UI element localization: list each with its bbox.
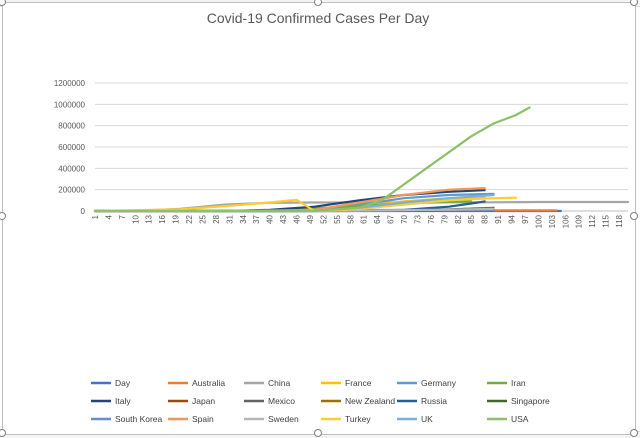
x-tick-label: 79 — [440, 214, 449, 223]
y-tick-label: 1000000 — [54, 100, 86, 109]
legend-item-spain[interactable]: Spain — [168, 414, 214, 424]
x-tick-label: 115 — [602, 214, 611, 227]
x-tick-label: 43 — [279, 214, 288, 223]
x-tick-label: 109 — [575, 214, 584, 228]
y-tick-label: 1200000 — [54, 79, 86, 88]
legend-label: China — [268, 378, 290, 388]
x-tick-label: 91 — [494, 214, 503, 223]
x-tick-label: 46 — [293, 214, 302, 223]
legend-label: Italy — [115, 396, 131, 406]
x-tick-label: 13 — [145, 214, 154, 223]
legend-label: Japan — [192, 396, 215, 406]
x-tick-label: 64 — [373, 214, 382, 223]
legend-label: UK — [421, 414, 433, 424]
legend-item-new-zealand[interactable]: New Zealand — [321, 396, 395, 406]
legend-label: New Zealand — [345, 396, 395, 406]
y-tick-label: 0 — [81, 207, 86, 216]
x-tick-label: 4 — [104, 214, 113, 219]
legend-item-australia[interactable]: Australia — [168, 378, 225, 388]
x-tick-label: 16 — [158, 214, 167, 223]
x-tick-label: 76 — [427, 214, 436, 223]
y-tick-label: 400000 — [58, 164, 85, 173]
x-tick-label: 88 — [481, 214, 490, 223]
x-tick-label: 106 — [561, 214, 570, 228]
legend-label: Sweden — [268, 414, 299, 424]
x-tick-label: 34 — [239, 214, 248, 223]
x-tick-label: 1 — [91, 214, 100, 219]
chart-title: Covid-19 Confirmed Cases Per Day — [207, 10, 430, 26]
x-tick-label: 7 — [118, 214, 127, 219]
legend-label: Mexico — [268, 396, 295, 406]
x-tick-label: 67 — [387, 214, 396, 223]
legend-item-day[interactable]: Day — [91, 378, 131, 388]
legend-label: Day — [115, 378, 131, 388]
legend-label: Spain — [192, 414, 214, 424]
x-tick-label: 94 — [508, 214, 517, 223]
legend-item-singapore[interactable]: Singapore — [487, 396, 550, 406]
legend-label: Germany — [421, 378, 457, 388]
x-tick-label: 22 — [185, 214, 194, 223]
x-tick-label: 82 — [454, 214, 463, 223]
x-tick-label: 103 — [548, 214, 557, 228]
legend-label: Singapore — [511, 396, 550, 406]
legend-item-france[interactable]: France — [321, 378, 372, 388]
x-tick-label: 49 — [306, 214, 315, 223]
x-tick-label: 85 — [467, 214, 476, 223]
x-tick-label: 28 — [212, 214, 221, 223]
x-tick-label: 118 — [615, 214, 624, 227]
legend-label: Australia — [192, 378, 225, 388]
x-tick-label: 19 — [172, 214, 181, 223]
x-tick-label: 61 — [360, 214, 369, 223]
x-tick-label: 52 — [319, 214, 328, 223]
x-tick-label: 100 — [534, 214, 543, 228]
legend-item-italy[interactable]: Italy — [91, 396, 131, 406]
legend-item-south-korea[interactable]: South Korea — [91, 414, 163, 424]
legend-item-usa[interactable]: USA — [487, 414, 529, 424]
y-tick-label: 600000 — [58, 143, 85, 152]
series-lines — [95, 108, 628, 212]
legend-item-sweden[interactable]: Sweden — [244, 414, 299, 424]
legend-label: France — [345, 378, 372, 388]
y-tick-label: 800000 — [58, 122, 85, 131]
x-tick-label: 97 — [521, 214, 530, 223]
legend-label: Iran — [511, 378, 526, 388]
legend-item-russia[interactable]: Russia — [397, 396, 447, 406]
x-tick-label: 37 — [252, 214, 261, 223]
y-tick-label: 200000 — [58, 186, 85, 195]
legend-label: Russia — [421, 396, 447, 406]
x-tick-label: 58 — [346, 214, 355, 223]
x-tick-label: 70 — [400, 214, 409, 223]
legend-label: Turkey — [345, 414, 371, 424]
legend-item-japan[interactable]: Japan — [168, 396, 215, 406]
x-tick-label: 73 — [413, 214, 422, 223]
x-tick-label: 112 — [588, 214, 597, 227]
x-tick-label: 25 — [198, 214, 207, 223]
legend-label: South Korea — [115, 414, 163, 424]
legend-item-germany[interactable]: Germany — [397, 378, 457, 388]
legend-item-mexico[interactable]: Mexico — [244, 396, 295, 406]
legend: Day Australia China France Germany Iran Italy J… — [91, 378, 550, 424]
x-tick-label: 55 — [333, 214, 342, 223]
x-tick-label: 31 — [225, 214, 234, 223]
legend-item-iran[interactable]: Iran — [487, 378, 526, 388]
x-tick-label: 40 — [266, 214, 275, 223]
legend-item-turkey[interactable]: Turkey — [321, 414, 371, 424]
legend-item-china[interactable]: China — [244, 378, 290, 388]
gridlines — [95, 83, 628, 211]
legend-item-uk[interactable]: UK — [397, 414, 433, 424]
legend-label: USA — [511, 414, 529, 424]
x-tick-label: 10 — [131, 214, 140, 223]
